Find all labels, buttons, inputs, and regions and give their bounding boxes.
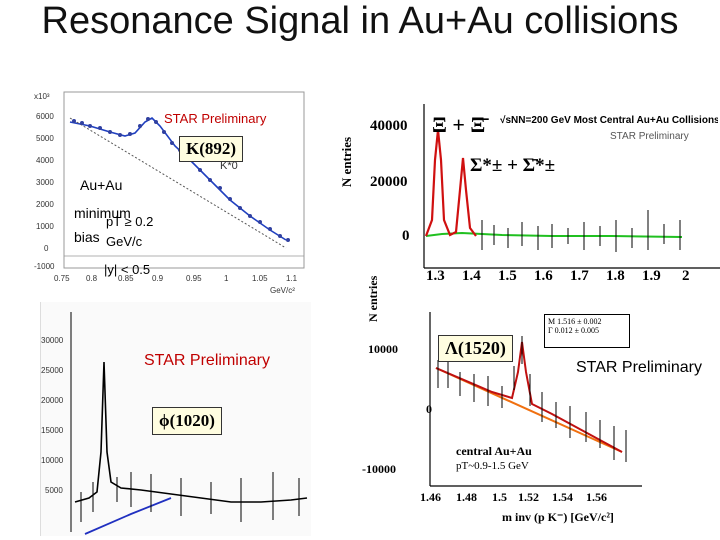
k892-xtick-4: 0.95 xyxy=(186,274,202,283)
lambda-ytick-2: -10000 xyxy=(362,462,396,476)
k892-y-cut: |y| < 0.5 xyxy=(104,262,151,277)
k892-y-scale: x10³ xyxy=(34,92,50,101)
lambda-fit-width: Γ 0.012 ± 0.005 xyxy=(548,326,600,335)
phi-particle-label: ϕ(1020) xyxy=(152,407,222,435)
phi-ytick-4: 10000 xyxy=(41,456,64,465)
xi-sigma-data-points xyxy=(481,210,681,252)
lambda-plot xyxy=(429,312,642,487)
xi-sigma-plot xyxy=(423,104,720,269)
lambda-xtick-4: 1.54 xyxy=(552,490,573,504)
k892-xtick-0: 0.75 xyxy=(54,274,70,283)
xi-energy-label: √sNN=200 GeV Most Central Au+Au Collisio… xyxy=(500,115,718,126)
xi-xtick-0: 1.3 xyxy=(426,268,445,284)
lambda-fit-mass: M 1.516 ± 0.002 xyxy=(548,317,602,326)
lambda-ytick-0: 10000 xyxy=(368,342,398,356)
lambda-xtick-0: 1.46 xyxy=(420,490,441,504)
xi-xtick-4: 1.7 xyxy=(570,268,589,284)
k892-k0-label: K*0 xyxy=(220,160,238,172)
k892-data-points xyxy=(72,117,290,242)
k892-xtick-1: 0.8 xyxy=(86,274,98,283)
phi-ytick-1: 25000 xyxy=(41,366,64,375)
phi-star-preliminary: STAR Preliminary xyxy=(144,352,270,369)
k892-pt-cut: pT ≥ 0.2 GeV/c xyxy=(106,214,154,249)
k892-xtick-5: 1 xyxy=(224,274,229,283)
xi-y-axis-label: N entries xyxy=(339,136,355,188)
lambda-xtick-3: 1.52 xyxy=(518,490,539,504)
phi-ytick-5: 5000 xyxy=(45,486,63,495)
phi-ytick-2: 20000 xyxy=(41,396,64,405)
k892-ytick-0: 6000 xyxy=(36,112,54,121)
k892-xtick-7: 1.1 xyxy=(286,274,298,283)
k892-xtick-2: 0.85 xyxy=(118,274,134,283)
xi-ytick-1: 20000 xyxy=(370,174,408,190)
k892-collision: Au+Au xyxy=(80,177,123,193)
k892-ytick-6: 0 xyxy=(44,244,49,253)
phi-plot xyxy=(70,312,308,535)
lambda-collision: central Au+Au xyxy=(456,444,532,458)
k892-ytick-1: 5000 xyxy=(36,134,54,143)
lambda-x-axis-label: m inv (p K⁻) [GeV/c²] xyxy=(502,510,614,524)
lambda-pt-range: pT~0.9-1.5 GeV xyxy=(456,460,529,472)
xi-xtick-6: 1.9 xyxy=(642,268,661,284)
lambda-y-axis-label: N entries xyxy=(366,275,380,322)
xi-label: Ξ + Ξ̄ xyxy=(432,112,486,137)
xi-ytick-0: 40000 xyxy=(370,118,408,134)
k892-xtick-3: 0.9 xyxy=(152,274,164,283)
xi-xtick-2: 1.5 xyxy=(498,268,517,284)
k892-star-preliminary: STAR Preliminary xyxy=(164,111,267,126)
lambda-xtick-5: 1.56 xyxy=(586,490,607,504)
k892-x-unit: GeV/c² xyxy=(270,286,295,295)
xi-xtick-3: 1.6 xyxy=(534,268,553,284)
lambda-xtick-1: 1.48 xyxy=(456,490,477,504)
k892-ytick-3: 3000 xyxy=(36,178,54,187)
k892-ytick-5: 1000 xyxy=(36,222,54,231)
k892-ytick-7: -1000 xyxy=(34,262,55,271)
lambda-fit-box: M 1.516 ± 0.002 Γ 0.012 ± 0.005 xyxy=(544,314,630,348)
lambda-data-points xyxy=(437,336,627,462)
k892-plot-panel: x10³ 6000 5000 4000 3000 2000 1000 0 -10… xyxy=(30,88,312,300)
xi-xtick-1: 1.4 xyxy=(462,268,481,284)
lambda-plot-panel: N entries 10000 0 -10000 1.46 1.48 1.5 1… xyxy=(352,276,720,536)
lambda-xtick-2: 1.5 xyxy=(492,490,507,504)
phi-ytick-3: 15000 xyxy=(41,426,64,435)
k892-bias-label: minimum bias xyxy=(74,205,131,245)
k892-ytick-4: 2000 xyxy=(36,200,54,209)
xi-sigma-plot-panel: N entries 40000 20000 0 1.3 1.4 1.5 1.6 … xyxy=(339,100,720,290)
slide-title: Resonance Signal in Au+Au collisions xyxy=(41,0,679,42)
lambda-particle-label: Λ(1520) xyxy=(438,335,513,362)
xi-star-preliminary: STAR Preliminary xyxy=(610,131,689,142)
phi-data-points xyxy=(80,472,300,522)
xi-xtick-7: 2 xyxy=(682,268,690,284)
phi-ytick-0: 30000 xyxy=(41,336,64,345)
k892-particle-label: K(892) xyxy=(179,136,244,162)
lambda-ytick-1: 0 xyxy=(426,402,432,416)
k892-plot xyxy=(63,91,305,269)
xi-ytick-2: 0 xyxy=(402,228,410,244)
lambda-star-preliminary: STAR Preliminary xyxy=(576,359,702,376)
xi-xtick-5: 1.8 xyxy=(606,268,625,284)
sigma-label: Σ*± + Σ̄*± xyxy=(470,155,556,176)
k892-xtick-6: 1.05 xyxy=(252,274,268,283)
k892-ytick-2: 4000 xyxy=(36,156,54,165)
